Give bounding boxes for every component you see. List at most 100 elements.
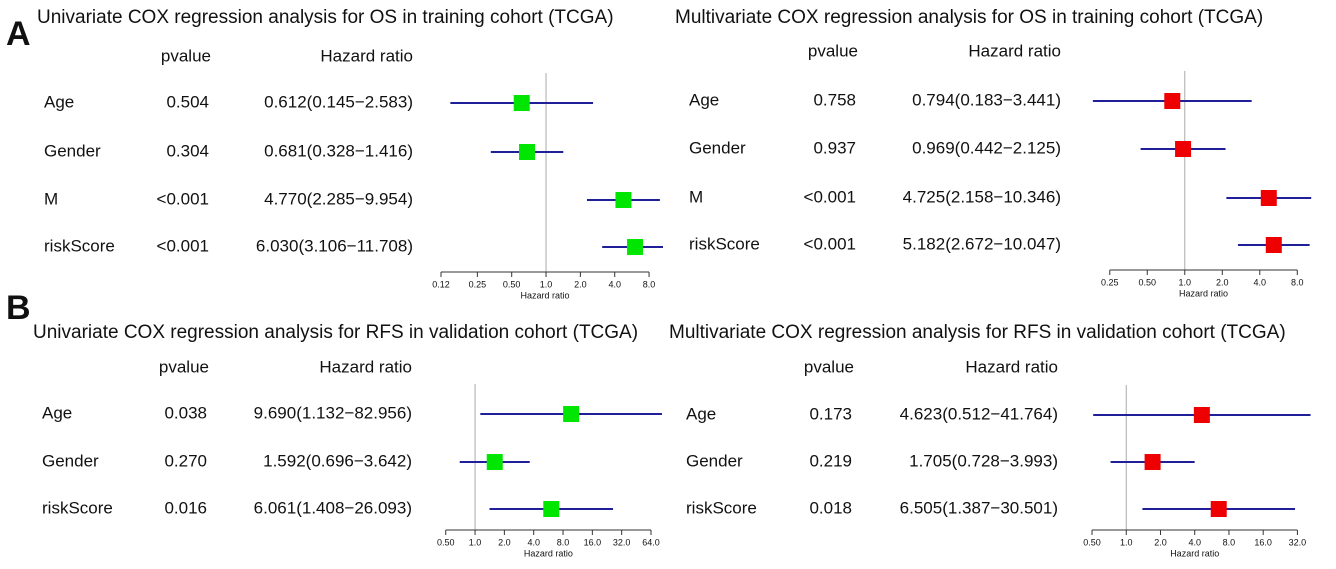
pvalue: 0.758 bbox=[813, 90, 856, 109]
x-tick-label: 1.0 bbox=[1120, 537, 1133, 547]
row-label: M bbox=[689, 187, 703, 206]
hazard-ratio-label: 9.690(1.132−82.956) bbox=[254, 403, 412, 422]
x-axis-label: Hazard ratio bbox=[521, 290, 570, 300]
hazard-ratio-marker bbox=[519, 144, 536, 160]
x-tick-label: 4.0 bbox=[608, 279, 621, 289]
hazard-ratio-marker bbox=[1193, 407, 1210, 423]
x-tick-label: 64.0 bbox=[642, 537, 660, 547]
hazard-ratio-marker bbox=[513, 95, 530, 111]
x-tick-label: 1.0 bbox=[540, 279, 553, 289]
x-tick-label: 16.0 bbox=[584, 537, 602, 547]
x-tick-label: 0.25 bbox=[469, 279, 487, 289]
plot-area bbox=[1092, 93, 1312, 253]
row-label: Age bbox=[689, 90, 719, 109]
hazard-ratio-label: 6.030(3.106−11.708) bbox=[256, 236, 413, 255]
hazard-ratio-marker bbox=[615, 192, 632, 208]
x-tick-label: 8.0 bbox=[1223, 537, 1236, 547]
row-label: Gender bbox=[44, 141, 101, 160]
x-tick-label: 1.0 bbox=[1179, 277, 1192, 287]
row-label: M bbox=[44, 189, 58, 208]
column-header: Hazard ratio bbox=[965, 357, 1058, 376]
hazard-ratio-label: 4.770(2.285−9.954) bbox=[264, 189, 413, 208]
row-label: Gender bbox=[686, 451, 743, 470]
hazard-ratio-label: 6.061(1.408−26.093) bbox=[254, 498, 412, 517]
x-tick-label: 8.0 bbox=[1291, 277, 1304, 287]
x-tick-label: 0.50 bbox=[437, 537, 455, 547]
column-header: pvalue bbox=[808, 41, 858, 60]
x-axis-label: Hazard ratio bbox=[1170, 548, 1219, 558]
hazard-ratio-marker bbox=[627, 239, 644, 255]
x-tick-label: 4.0 bbox=[527, 537, 540, 547]
chart-title: Univariate COX regression analysis for R… bbox=[33, 322, 638, 343]
row-label: Gender bbox=[689, 138, 746, 157]
hazard-ratio-label: 5.182(2.672−10.047) bbox=[903, 234, 1061, 253]
chart-title: Univariate COX regression analysis for O… bbox=[37, 7, 614, 28]
x-tick-label: 8.0 bbox=[643, 279, 656, 289]
x-tick-label: 2.0 bbox=[498, 537, 511, 547]
pvalue: <0.001 bbox=[804, 187, 856, 206]
panel-label: B bbox=[6, 289, 31, 327]
pvalue: <0.001 bbox=[157, 189, 209, 208]
pvalue: 0.018 bbox=[809, 498, 852, 517]
hazard-ratio-label: 0.681(0.328−1.416) bbox=[264, 141, 413, 160]
hazard-ratio-marker bbox=[543, 501, 560, 517]
column-header: Hazard ratio bbox=[319, 357, 412, 376]
x-tick-label: 0.25 bbox=[1101, 277, 1119, 287]
column-header: pvalue bbox=[161, 46, 211, 65]
x-tick-label: 32.0 bbox=[613, 537, 631, 547]
row-label: riskScore bbox=[42, 498, 113, 517]
x-tick-label: 0.50 bbox=[1083, 537, 1101, 547]
row-label: Age bbox=[686, 404, 716, 423]
hazard-ratio-label: 0.612(0.145−2.583) bbox=[264, 92, 413, 111]
hazard-ratio-marker bbox=[563, 406, 580, 422]
hazard-ratio-label: 0.794(0.183−3.441) bbox=[912, 90, 1061, 109]
pvalue: 0.304 bbox=[166, 141, 209, 160]
hazard-ratio-marker bbox=[1210, 501, 1227, 517]
hazard-ratio-label: 0.969(0.442−2.125) bbox=[912, 138, 1061, 157]
pvalue: 0.016 bbox=[164, 498, 207, 517]
hazard-ratio-marker bbox=[1265, 237, 1282, 253]
pvalue: <0.001 bbox=[804, 234, 856, 253]
pvalue: 0.219 bbox=[809, 451, 852, 470]
hazard-ratio-marker bbox=[1260, 190, 1277, 206]
pvalue: 0.270 bbox=[164, 451, 207, 470]
plot-area bbox=[459, 406, 662, 517]
chart-title: Multivariate COX regression analysis for… bbox=[675, 7, 1263, 28]
column-header: pvalue bbox=[804, 357, 854, 376]
x-tick-label: 2.0 bbox=[1216, 277, 1229, 287]
x-tick-label: 4.0 bbox=[1254, 277, 1267, 287]
x-tick-label: 0.50 bbox=[503, 279, 521, 289]
x-tick-label: 2.0 bbox=[1154, 537, 1167, 547]
x-tick-label: 4.0 bbox=[1188, 537, 1201, 547]
x-tick-label: 32.0 bbox=[1289, 537, 1307, 547]
x-tick-label: 1.0 bbox=[469, 537, 482, 547]
pvalue: 0.504 bbox=[166, 92, 209, 111]
hazard-ratio-marker bbox=[1175, 141, 1192, 157]
hazard-ratio-label: 1.592(0.696−3.642) bbox=[263, 451, 412, 470]
x-tick-label: 8.0 bbox=[557, 537, 570, 547]
pvalue: 0.038 bbox=[164, 403, 207, 422]
row-label: riskScore bbox=[686, 498, 757, 517]
hazard-ratio-label: 6.505(1.387−30.501) bbox=[900, 498, 1058, 517]
plot-area bbox=[450, 95, 663, 255]
x-tick-label: 0.50 bbox=[1139, 277, 1157, 287]
column-header: Hazard ratio bbox=[320, 46, 413, 65]
hazard-ratio-marker bbox=[486, 454, 503, 470]
hazard-ratio-label: 4.725(2.158−10.346) bbox=[903, 187, 1061, 206]
hazard-ratio-marker bbox=[1164, 93, 1181, 109]
row-label: riskScore bbox=[44, 236, 115, 255]
pvalue: 0.937 bbox=[813, 138, 856, 157]
column-header: Hazard ratio bbox=[968, 41, 1061, 60]
row-label: Age bbox=[42, 403, 72, 422]
x-tick-label: 0.12 bbox=[432, 279, 450, 289]
plot-area bbox=[1093, 407, 1311, 517]
row-label: riskScore bbox=[689, 234, 760, 253]
pvalue: 0.173 bbox=[809, 404, 852, 423]
chart-title: Multivariate COX regression analysis for… bbox=[669, 322, 1286, 343]
panel-label: A bbox=[6, 15, 31, 53]
hazard-ratio-label: 1.705(0.728−3.993) bbox=[909, 451, 1058, 470]
x-axis-label: Hazard ratio bbox=[524, 548, 573, 558]
x-tick-label: 16.0 bbox=[1254, 537, 1272, 547]
x-tick-label: 2.0 bbox=[574, 279, 587, 289]
